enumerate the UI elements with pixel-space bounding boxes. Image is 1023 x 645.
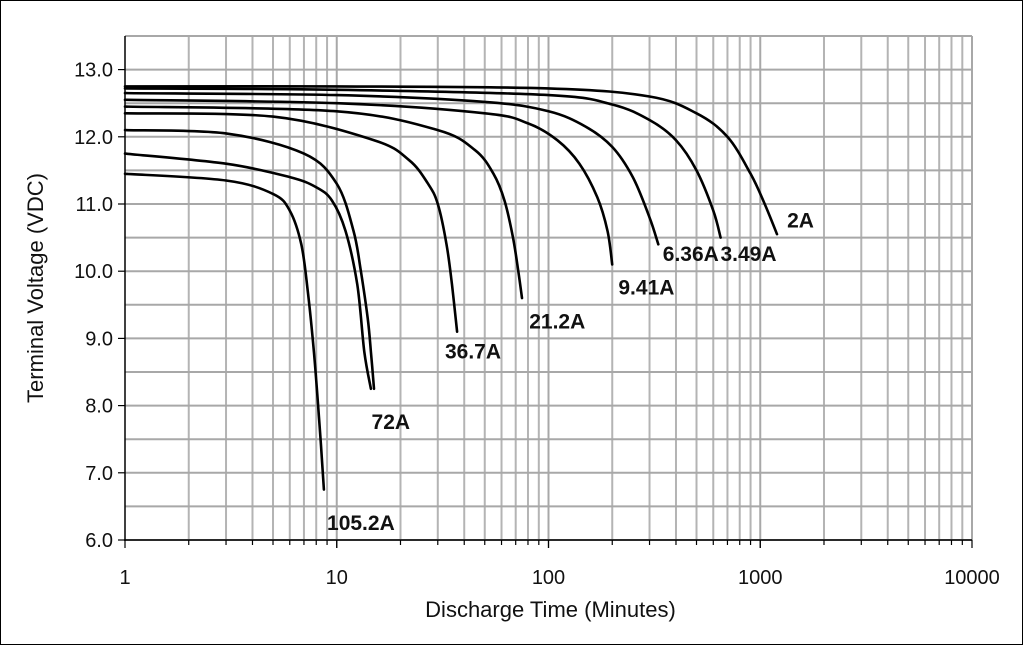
- x-tick-label: 10: [326, 567, 348, 589]
- y-tick-label: 10.0: [74, 261, 113, 283]
- series-line: [123, 172, 326, 491]
- y-tick-label: 7.0: [85, 463, 113, 485]
- series-line: [123, 84, 779, 236]
- axes: [118, 36, 973, 548]
- curve-label: 21.2A: [529, 310, 585, 333]
- x-tick-label: 100: [532, 567, 565, 589]
- curve-label: 36.7A: [445, 341, 501, 364]
- curve-label: 3.49A: [720, 243, 776, 266]
- curve-label: 105.2A: [327, 512, 395, 535]
- y-tick-label: 9.0: [85, 328, 113, 350]
- series-line: [123, 105, 524, 300]
- y-tick-label: 12.0: [74, 127, 113, 149]
- x-tick-label: 10000: [944, 567, 1000, 589]
- y-tick-label: 13.0: [74, 60, 113, 82]
- series-line: [123, 98, 614, 266]
- series-line: [123, 91, 660, 246]
- x-tick-label: 1: [119, 567, 130, 589]
- discharge-curves: [123, 84, 779, 491]
- x-tick-labels: 1 10 100 1000 10000: [119, 567, 999, 589]
- curve-label: 6.36A: [663, 243, 719, 266]
- y-tick-label: 11.0: [76, 194, 113, 216]
- x-axis-title: Discharge Time (Minutes): [425, 597, 676, 622]
- y-axis-title: Terminal Voltage (VDC): [23, 173, 48, 403]
- y-tick-label: 8.0: [85, 396, 113, 418]
- series-line: [123, 87, 722, 239]
- series-line: [123, 112, 459, 333]
- y-tick-labels: 6.0 7.0 8.0 9.0 10.0 11.0 12.0 13.0: [74, 60, 113, 552]
- curve-label: 72A: [372, 411, 411, 434]
- curve-label: 2A: [787, 210, 814, 233]
- grid: [125, 35, 973, 541]
- x-tick-label: 1000: [738, 567, 783, 589]
- series-line: [123, 152, 373, 391]
- y-tick-label: 6.0: [85, 530, 113, 552]
- series-line: [123, 128, 376, 391]
- curve-label: 9.41A: [618, 277, 674, 300]
